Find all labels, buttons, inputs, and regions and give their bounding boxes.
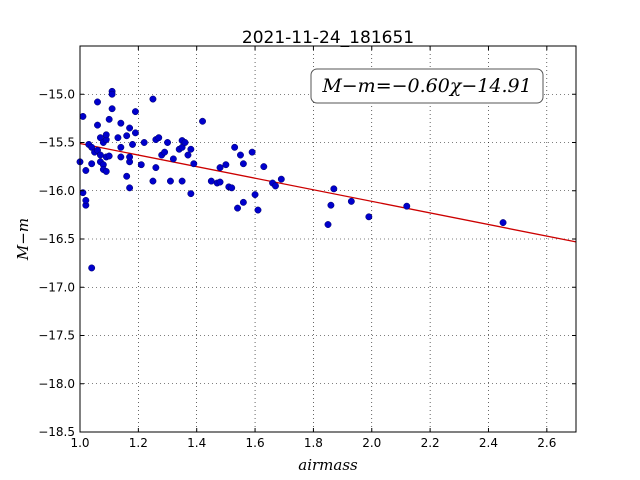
data-point [327, 201, 335, 209]
data-point [126, 184, 134, 192]
data-point [140, 139, 148, 146]
data-point [239, 198, 247, 206]
data-point [187, 145, 195, 153]
equation-box-frame [310, 68, 544, 104]
data-point [152, 164, 160, 172]
data-point [123, 132, 131, 140]
data-point [82, 167, 90, 174]
data-point [137, 161, 145, 169]
fit-line-layer [79, 142, 577, 243]
x-tick-label: 2.2 [421, 436, 440, 450]
data-point [499, 219, 507, 227]
data-point [169, 155, 177, 163]
data-point [239, 160, 247, 168]
x-tick-label: 2.6 [537, 436, 556, 450]
chart-title: 2021-11-24_181651 [242, 28, 414, 48]
data-point [237, 151, 244, 159]
data-point [114, 134, 122, 142]
x-tick-label: 1.6 [246, 436, 265, 450]
fit-line [79, 142, 577, 243]
ticks: 1.0 1.2 1.4 1.6 1.8 2.0 2.2 2.4 2.6 −18.5 −18.0 −17… [38, 46, 576, 450]
y-tick-label: −17.5 [38, 329, 75, 343]
data-point [260, 163, 268, 171]
data-point [126, 124, 134, 132]
y-tick-label: −18.5 [38, 425, 75, 439]
data-point [94, 98, 101, 106]
data-point [105, 115, 113, 123]
data-point [161, 148, 169, 156]
data-point [277, 175, 285, 183]
data-point [164, 139, 171, 146]
data-point [79, 112, 87, 120]
data-point [187, 190, 195, 198]
data-point [251, 191, 259, 199]
data-points [76, 87, 507, 272]
data-point [94, 121, 101, 129]
data-point [88, 264, 96, 272]
y-tick-label: −17.0 [38, 280, 75, 294]
fit-equation: M−m=−0.60χ−14.91 [321, 75, 531, 97]
data-point [126, 153, 134, 161]
data-point [231, 143, 239, 151]
data-point [234, 204, 242, 212]
equation-box: M−m=−0.60χ−14.91 [310, 68, 544, 104]
data-point [228, 184, 236, 192]
x-tick-label: 2.0 [362, 436, 381, 450]
x-tick-label: 1.8 [304, 436, 323, 450]
x-tick-label: 1.0 [70, 436, 89, 450]
data-point [131, 108, 139, 116]
y-axis-label: M−m [14, 218, 32, 261]
data-point [129, 140, 136, 148]
data-point [365, 213, 373, 221]
data-point [105, 152, 113, 160]
data-point [216, 164, 224, 172]
data-point [108, 90, 116, 98]
data-point [347, 197, 355, 205]
data-point [149, 95, 157, 103]
data-point [117, 153, 125, 161]
data-point [149, 177, 157, 185]
x-tick-label: 1.4 [187, 436, 206, 450]
x-tick-label: 2.4 [479, 436, 498, 450]
x-axis-label: airmass [298, 456, 358, 474]
data-point [254, 206, 262, 214]
data-point [184, 151, 192, 159]
data-point [131, 129, 139, 137]
data-point [88, 160, 96, 168]
data-point [248, 148, 256, 156]
data-point [117, 119, 125, 127]
data-point [199, 117, 206, 125]
data-point [403, 202, 411, 210]
y-tick-label: −18.0 [38, 377, 75, 391]
data-point [272, 182, 279, 190]
data-point [108, 105, 116, 113]
data-point [330, 185, 338, 193]
data-point [117, 143, 125, 151]
data-point [207, 177, 215, 185]
data-point [123, 172, 131, 180]
data-point [155, 134, 163, 142]
data-point [216, 178, 224, 186]
data-point [166, 177, 174, 185]
data-point [181, 139, 189, 146]
data-point [102, 131, 110, 139]
data-point [190, 160, 198, 168]
data-point [222, 161, 230, 169]
data-point [82, 196, 90, 204]
data-point [178, 177, 186, 185]
data-point [324, 221, 332, 228]
x-tick-label: 1.2 [129, 436, 148, 450]
y-tick-label: −16.5 [38, 232, 75, 246]
data-point [96, 151, 104, 159]
y-tick-label: −15.5 [38, 136, 75, 150]
y-tick-label: −15.0 [38, 87, 75, 101]
data-point [102, 168, 110, 175]
y-tick-label: −16.0 [38, 184, 75, 198]
